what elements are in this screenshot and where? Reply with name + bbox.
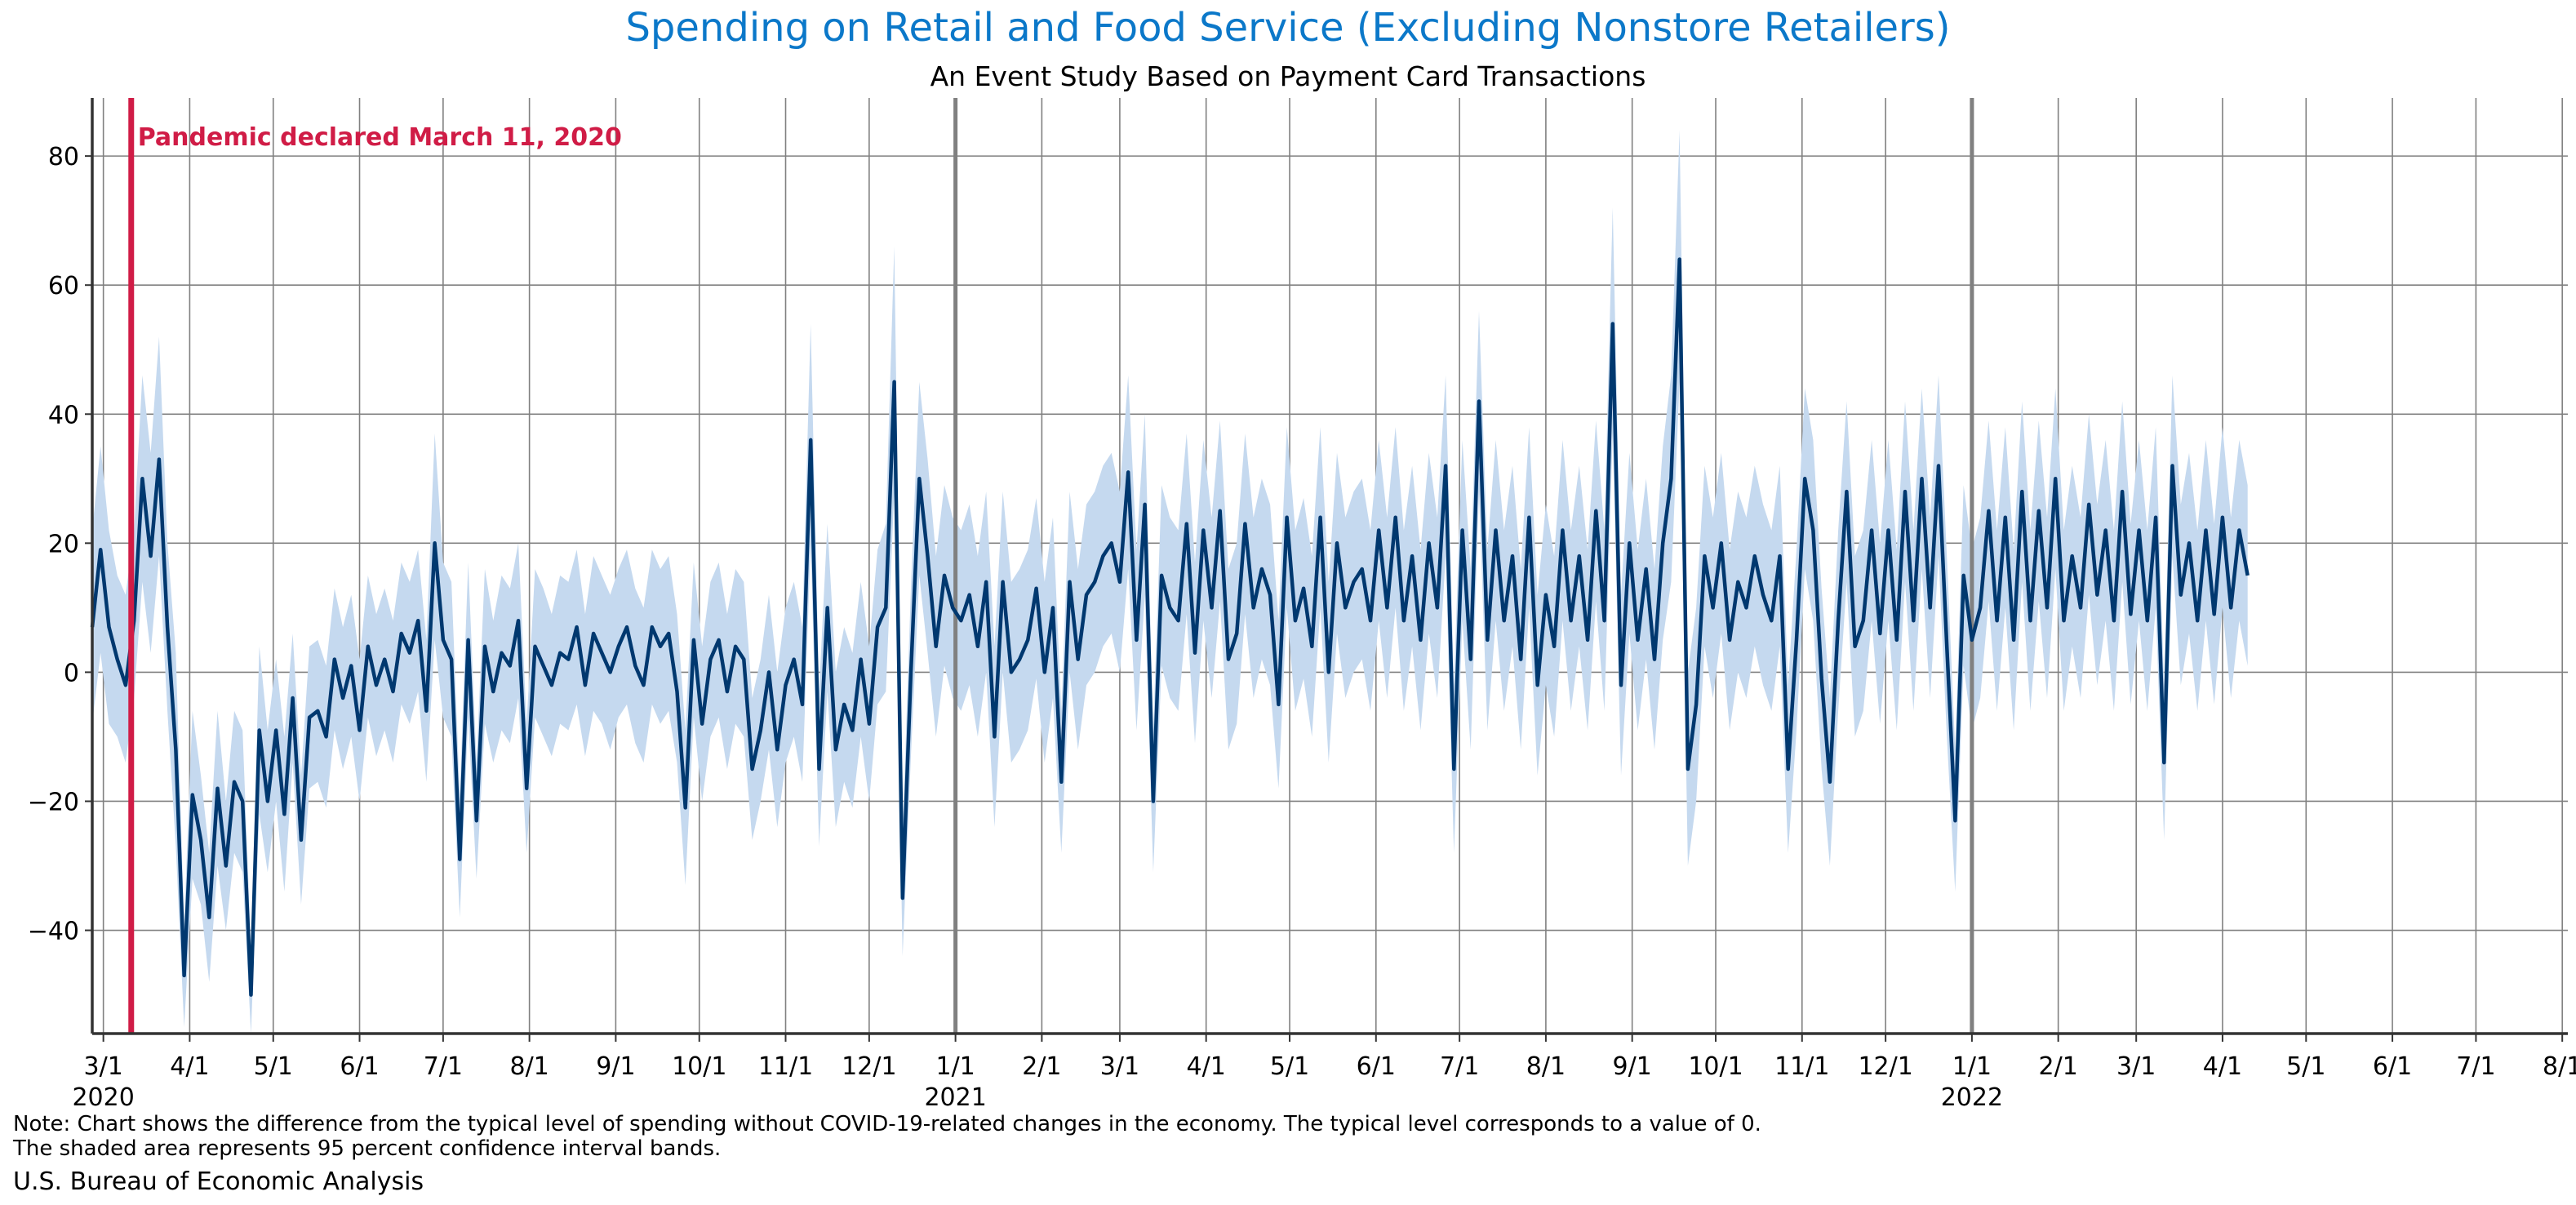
x-tick-label: 5/1 bbox=[254, 1052, 293, 1081]
x-tick-label: 9/1 bbox=[596, 1052, 635, 1081]
x-tick-label: 6/1 bbox=[2373, 1052, 2412, 1081]
note-line-1: Note: Chart shows the difference from th… bbox=[13, 1112, 1761, 1136]
y-tick-label: −20 bbox=[28, 788, 79, 816]
x-tick-label: 8/1 bbox=[509, 1052, 549, 1081]
x-tick-label: 7/1 bbox=[1440, 1052, 1479, 1081]
y-tick-label: 80 bbox=[48, 143, 79, 171]
x-tick-label: 4/1 bbox=[1187, 1052, 1226, 1081]
x-tick-label: 7/1 bbox=[2456, 1052, 2495, 1081]
x-tick-label: 11/1 bbox=[1774, 1052, 1829, 1081]
year-lines bbox=[953, 98, 1974, 1034]
y-tick-label: 60 bbox=[48, 272, 79, 300]
x-tick-label: 2/1 bbox=[2039, 1052, 2078, 1081]
y-tick-label: −40 bbox=[28, 918, 79, 946]
event-layer: Pandemic declared March 11, 2020 bbox=[128, 98, 622, 1034]
x-year-label: 2020 bbox=[72, 1083, 134, 1112]
x-year-label: 2022 bbox=[1941, 1083, 2003, 1112]
y-tick-label: 20 bbox=[48, 530, 79, 558]
x-tick-label: 4/1 bbox=[2203, 1052, 2242, 1081]
x-tick-label: 4/1 bbox=[170, 1052, 209, 1081]
x-tick-label: 11/1 bbox=[758, 1052, 813, 1081]
x-tick-label: 10/1 bbox=[1688, 1052, 1743, 1081]
note-line-2: The shaded area represents 95 percent co… bbox=[13, 1136, 722, 1161]
y-tick-label: 0 bbox=[64, 659, 79, 687]
source-label: U.S. Bureau of Economic Analysis bbox=[13, 1167, 424, 1196]
y-tick-label: 40 bbox=[48, 401, 79, 429]
x-year-label: 2021 bbox=[924, 1083, 986, 1112]
x-tick-label: 7/1 bbox=[424, 1052, 463, 1081]
confidence-band bbox=[92, 130, 2248, 1034]
x-tick-label: 3/1 bbox=[2116, 1052, 2156, 1081]
x-tick-label: 6/1 bbox=[1357, 1052, 1396, 1081]
x-tick-label: 9/1 bbox=[1613, 1052, 1652, 1081]
x-tick-label: 3/1 bbox=[1100, 1052, 1139, 1081]
chart-title: Spending on Retail and Food Service (Exc… bbox=[625, 5, 1951, 51]
x-tick-label: 6/1 bbox=[340, 1052, 379, 1081]
axes bbox=[85, 98, 2568, 1042]
confidence-band-layer bbox=[92, 130, 2248, 1034]
chart-subtitle: An Event Study Based on Payment Card Tra… bbox=[930, 60, 1646, 92]
x-tick-label: 2/1 bbox=[1022, 1052, 1061, 1081]
event-annotation: Pandemic declared March 11, 2020 bbox=[138, 123, 622, 152]
x-tick-label: 5/1 bbox=[1270, 1052, 1309, 1081]
series-layer bbox=[90, 257, 2250, 997]
x-tick-label: 5/1 bbox=[2286, 1052, 2325, 1081]
x-tick-label: 8/1 bbox=[2543, 1052, 2576, 1081]
x-tick-label: 12/1 bbox=[1858, 1052, 1912, 1081]
x-tick-label: 3/1 bbox=[84, 1052, 123, 1081]
x-tick-label: 8/1 bbox=[1526, 1052, 1566, 1081]
x-tick-label: 1/1 bbox=[935, 1052, 975, 1081]
chart-note: Note: Chart shows the difference from th… bbox=[13, 1112, 1761, 1161]
x-tick-label: 10/1 bbox=[672, 1052, 726, 1081]
x-tick-label: 12/1 bbox=[842, 1052, 896, 1081]
x-tick-label: 1/1 bbox=[1952, 1052, 1992, 1081]
